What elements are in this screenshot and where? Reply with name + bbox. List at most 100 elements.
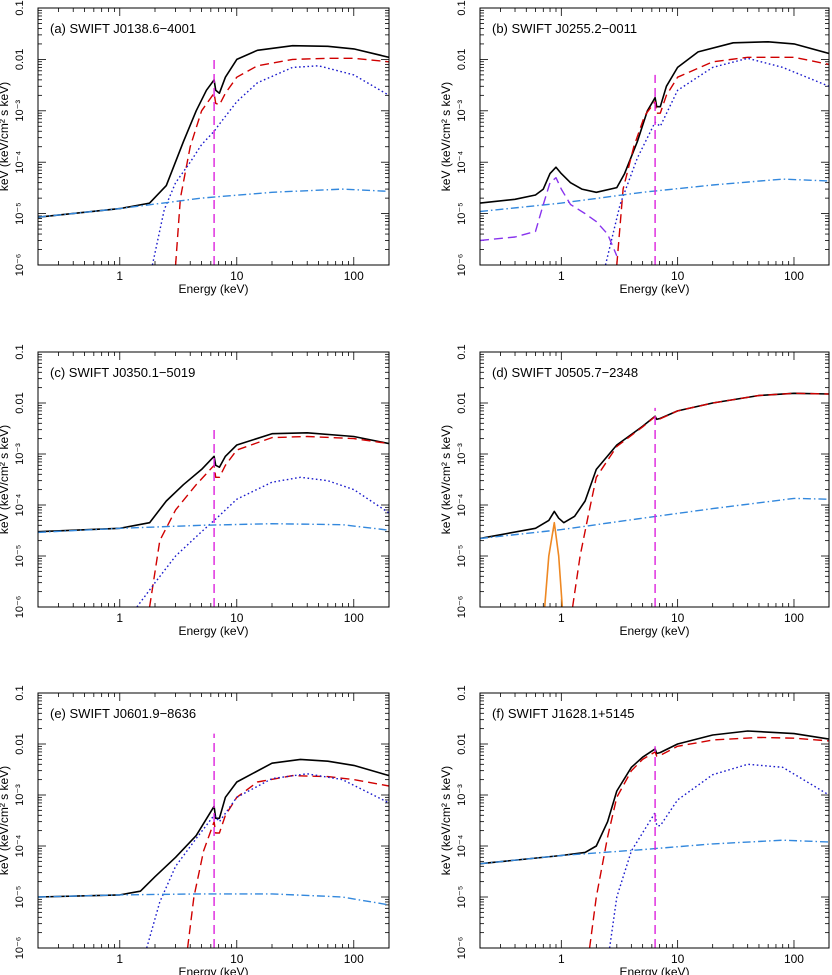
x-tick-label: 100	[784, 952, 804, 966]
curves	[480, 41, 829, 265]
curves	[38, 44, 389, 265]
y-tick-label: 10⁻⁴	[456, 493, 468, 516]
y-tick-label: 10⁻⁵	[14, 886, 26, 909]
y-tick-label: 10⁻³	[14, 100, 26, 122]
y-tick-label: 10⁻⁶	[456, 254, 468, 277]
panel-title: (f) SWIFT J1628.1+5145	[492, 706, 634, 721]
y-tick-label: 0.01	[456, 733, 468, 754]
spectrum-panel: 1 10 100 10⁻⁶ 10⁻⁵ 10⁻⁴ 10⁻³ 0.01 0.1 Energy (keV…	[439, 0, 830, 296]
plot-frame	[479, 351, 830, 608]
y-tick-label: 10⁻⁴	[14, 493, 26, 516]
x-tick-label: 10	[671, 952, 685, 966]
x-tick-label: 1	[116, 611, 123, 625]
y-axis-label: keV (keV/cm² s keV)	[0, 425, 11, 534]
y-tick-label: 0.01	[456, 49, 468, 70]
series-solid-line	[38, 44, 389, 218]
series-dashdot-line	[480, 178, 829, 213]
x-tick-label: 100	[784, 611, 804, 625]
x-tick-label: 1	[116, 952, 123, 966]
x-tick-label: 10	[230, 611, 244, 625]
x-axis-label: Energy (keV)	[178, 282, 248, 296]
y-tick-label: 0.1	[456, 685, 468, 700]
series-dotted-line	[151, 65, 389, 265]
x-tick-label: 10	[671, 611, 685, 625]
spectrum-panel: 1 10 100 10⁻⁶ 10⁻⁵ 10⁻⁴ 10⁻³ 0.01 0.1 Energy (keV…	[0, 685, 390, 975]
series-dashdot-line	[480, 497, 829, 540]
plot-frame	[479, 692, 830, 949]
x-axis-label: Energy (keV)	[619, 624, 689, 638]
series-dashed-line	[480, 177, 618, 257]
y-tick-label: 0.01	[456, 392, 468, 413]
plot-frame	[479, 7, 830, 266]
y-tick-label: 0.1	[14, 0, 26, 15]
axis-ticks	[479, 7, 830, 266]
y-tick-label: 10⁻⁴	[456, 834, 468, 857]
x-tick-label: 100	[344, 269, 364, 283]
x-tick-label: 100	[344, 611, 364, 625]
series-solid-line	[480, 41, 829, 204]
y-tick-label: 0.1	[14, 685, 26, 700]
x-tick-label: 10	[230, 952, 244, 966]
y-tick-label: 10⁻⁴	[14, 834, 26, 857]
y-tick-label: 10⁻³	[14, 784, 26, 806]
y-tick-label: 10⁻⁶	[14, 254, 26, 277]
y-tick-label: 0.01	[14, 392, 26, 413]
y-tick-label: 10⁻⁴	[456, 151, 468, 174]
series-solid-line	[480, 392, 829, 540]
y-axis-label: keV (keV/cm² s keV)	[439, 766, 453, 875]
plot-frame	[37, 7, 390, 266]
y-tick-label: 10⁻³	[456, 443, 468, 465]
y-tick-label: 0.1	[456, 0, 468, 15]
series-dashdot-line	[38, 188, 389, 218]
y-tick-label: 10⁻³	[14, 443, 26, 465]
y-tick-label: 10⁻⁶	[14, 596, 26, 619]
series-dotted-line	[604, 57, 829, 265]
series-solid-line	[480, 730, 829, 865]
y-tick-label: 10⁻⁵	[14, 202, 26, 225]
spectrum-panel: 1 10 100 10⁻⁶ 10⁻⁵ 10⁻⁴ 10⁻³ 0.01 0.1 Energy (keV…	[439, 685, 830, 975]
y-tick-label: 10⁻⁶	[456, 937, 468, 960]
series-dashed-line	[148, 435, 389, 607]
series-solid-line	[38, 758, 389, 898]
series-solid-line	[38, 432, 389, 533]
y-tick-label: 10⁻³	[456, 784, 468, 806]
y-tick-label: 10⁻⁵	[456, 886, 468, 909]
plot-frame	[37, 692, 390, 949]
panel-title: (e) SWIFT J0601.9−8636	[50, 706, 196, 721]
y-axis-label: keV (keV/cm² s keV)	[439, 82, 453, 191]
panel-title: (b) SWIFT J0255.2−0011	[492, 21, 637, 36]
y-tick-label: 10⁻⁵	[456, 545, 468, 568]
x-tick-label: 10	[230, 269, 244, 283]
x-tick-label: 10	[671, 269, 685, 283]
y-tick-label: 0.1	[14, 344, 26, 359]
y-tick-label: 10⁻⁴	[14, 151, 26, 174]
series-dashdot-line	[38, 893, 389, 906]
x-tick-label: 1	[558, 269, 565, 283]
x-axis-label: Energy (keV)	[619, 282, 689, 296]
x-tick-label: 1	[558, 952, 565, 966]
series-dotted-line	[136, 476, 389, 607]
plot-frame	[37, 351, 390, 608]
series-dotted-line	[608, 763, 829, 948]
curves	[38, 429, 389, 607]
y-tick-label: 10⁻³	[456, 100, 468, 122]
spectrum-panel: 1 10 100 10⁻⁶ 10⁻⁵ 10⁻⁴ 10⁻³ 0.01 0.1 Energy (keV…	[0, 344, 390, 638]
x-axis-label: Energy (keV)	[619, 965, 689, 975]
x-tick-label: 100	[344, 952, 364, 966]
y-tick-label: 10⁻⁶	[456, 596, 468, 619]
y-tick-label: 10⁻⁶	[14, 937, 26, 960]
panel-title: (d) SWIFT J0505.7−2348	[492, 365, 638, 380]
y-tick-label: 10⁻⁵	[456, 202, 468, 225]
x-axis-label: Energy (keV)	[178, 624, 248, 638]
y-tick-label: 0.01	[14, 49, 26, 70]
series-dashed-line	[186, 774, 389, 948]
y-tick-label: 0.01	[14, 733, 26, 754]
series-dashed-line	[616, 56, 829, 265]
curves	[38, 733, 389, 948]
x-tick-label: 100	[784, 269, 804, 283]
axis-ticks	[37, 351, 390, 608]
x-tick-label: 1	[558, 611, 565, 625]
curves	[480, 392, 829, 607]
curves	[480, 730, 829, 948]
